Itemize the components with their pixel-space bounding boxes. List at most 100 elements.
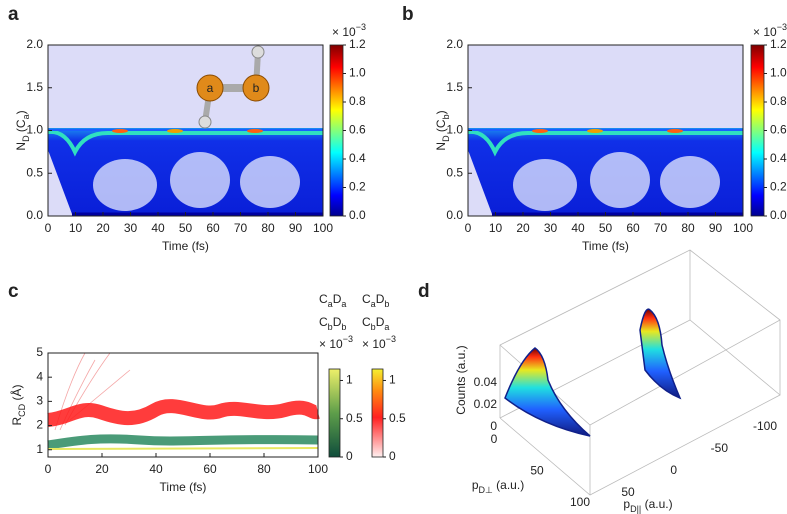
y-axis-title: ND (Cb) [434,110,451,150]
colorbar-tick-label: 0.4 [349,151,366,165]
label-part: −3 [343,334,353,344]
label-part: a [384,322,389,332]
box-3d [499,249,781,496]
label-part: (a.u.) [641,497,672,511]
label-part: D [441,135,451,142]
x-axis-title: Time (fs) [582,239,629,253]
label-part: a [371,299,376,309]
label-part: a [341,299,346,309]
y-tick-label: 5 [36,345,43,359]
tick-label-3d: -50 [711,441,729,455]
label-part: (C [434,119,448,135]
label-part: N [14,142,28,151]
colorbar-tick-label: 1 [389,373,396,387]
molecule: a b [196,45,270,129]
colorbar-label: CbDa [362,315,389,332]
label-part: (a.u.) [493,478,524,492]
label-part: b [341,322,346,332]
x-tick-label: 100 [308,462,328,476]
x-tick-label: 50 [599,221,613,235]
colorbar-tick-label: 0.2 [349,180,366,194]
label-part: p [472,478,479,492]
x-tick-label: 30 [124,221,138,235]
label-part: −3 [386,334,396,344]
label-part: (Å) [9,384,24,403]
y-tick-label: 2.0 [446,37,463,51]
label-part: D⊥ [479,485,493,495]
x-tick-label: 100 [733,221,753,235]
colorbar-exponent: × 10−3 [753,22,787,39]
y-axis-title: pD|| (a.u.) [623,497,672,514]
panel-label: c [8,281,19,302]
heatmap-a [46,43,325,218]
x-tick-label: 0 [45,221,52,235]
y-tick-label: 2 [36,418,43,432]
x-axis-title: Time (fs) [162,239,209,253]
tick-label-3d: 0 [670,463,677,477]
colorbar-tick-label: 0.5 [346,411,363,425]
colorbar [371,368,384,458]
panel-label: d [418,281,430,302]
label-part: −3 [356,22,366,32]
x-tick-label: 60 [203,462,217,476]
x-tick-label: 0 [465,221,472,235]
y-tick-label: 2.0 [26,37,43,51]
colorbar-tick-label: 1.2 [770,37,787,51]
x-tick-label: 10 [69,221,83,235]
tick-label-3d: -100 [753,419,777,433]
x-tick-label: 70 [654,221,668,235]
label-part: (C [14,119,28,135]
trajectory-bands [46,352,320,457]
label-part: × 10 [753,25,777,39]
label-part: N [434,142,448,151]
y-tick-label: 1.0 [446,123,463,137]
label-part: a [21,114,31,119]
x-tick-label: 90 [709,221,723,235]
x-tick-label: 90 [289,221,303,235]
colorbar-tick-label: 0 [346,449,353,463]
x-tick-label: 80 [681,221,695,235]
colorbar-tick-label: 0.8 [770,94,787,108]
x-tick-label: 50 [179,221,193,235]
colorbar-tick-label: 0.8 [349,94,366,108]
colorbar-tick-label: 1.0 [770,66,787,80]
colorbar-tick-label: 1.0 [349,66,366,80]
label-part: ) [14,110,28,114]
tick-label-3d: 0 [491,432,498,446]
y-tick-label: 1.5 [446,80,463,94]
heatmap-b [466,43,745,218]
x-axis-title: pD⊥ (a.u.) [472,478,524,495]
label-part: b [441,114,451,119]
label-part: × 10 [362,337,386,351]
x-tick-label: 20 [95,462,109,476]
label-part: b [384,299,389,309]
x-tick-label: 60 [626,221,640,235]
tick-label-3d: 50 [530,464,544,478]
label-part: p [623,497,630,511]
x-tick-label: 20 [96,221,110,235]
y-tick-label: 1 [36,442,43,456]
colorbar-tick-label: 0 [389,449,396,463]
label-part: −3 [777,22,787,32]
label-part: CD [17,403,27,416]
label-part: ) [434,110,448,114]
x-tick-label: 70 [234,221,248,235]
panel-label: a [8,4,19,25]
label-part: R [10,417,24,426]
x-tick-label: 80 [261,221,275,235]
colorbar-tick-label: 0.0 [770,208,787,222]
y-tick-label: 0.0 [26,208,43,222]
x-tick-label: 30 [544,221,558,235]
label-part: × 10 [319,337,343,351]
label-part: D [333,315,342,329]
colorbar-label: CaDb [362,292,389,309]
colorbar-tick-label: 0.0 [349,208,366,222]
colorbar-exponent: × 10−3 [362,334,396,351]
y-tick-label: 1.0 [26,123,43,137]
colorbar [750,44,765,217]
panel-label: b [402,4,414,25]
colorbar-tick-label: 1 [346,373,353,387]
colorbar-tick-label: 0.5 [389,411,406,425]
tick-label-3d: 0.02 [474,397,498,411]
